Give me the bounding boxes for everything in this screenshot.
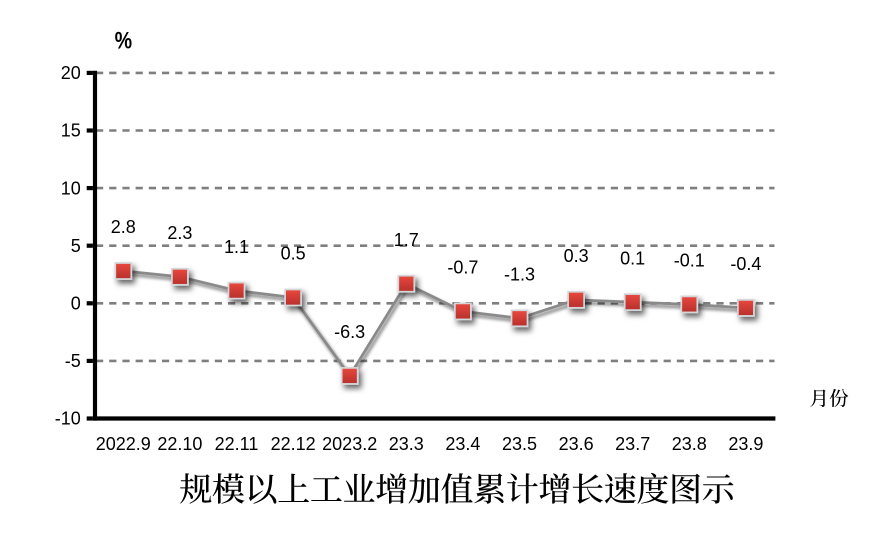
svg-text:%: % (115, 27, 133, 54)
svg-text:1.1: 1.1 (224, 237, 249, 257)
svg-text:23.9: 23.9 (728, 434, 763, 454)
svg-text:10: 10 (61, 178, 81, 198)
svg-text:23.5: 23.5 (502, 434, 537, 454)
svg-text:-0.1: -0.1 (674, 251, 705, 271)
svg-text:2022.9: 2022.9 (96, 434, 151, 454)
svg-text:2.8: 2.8 (111, 217, 136, 237)
svg-text:2023.2: 2023.2 (322, 434, 377, 454)
svg-text:5: 5 (71, 236, 81, 256)
svg-text:0.1: 0.1 (620, 248, 645, 268)
svg-text:-1.3: -1.3 (504, 265, 535, 285)
svg-text:-0.4: -0.4 (730, 254, 761, 274)
svg-text:1.7: 1.7 (394, 230, 419, 250)
svg-text:22.11: 22.11 (215, 434, 259, 454)
svg-text:-5: -5 (65, 351, 81, 371)
svg-text:15: 15 (61, 121, 81, 141)
svg-text:22.10: 22.10 (157, 434, 202, 454)
svg-text:0: 0 (71, 294, 81, 314)
svg-text:22.12: 22.12 (271, 434, 316, 454)
svg-text:-10: -10 (55, 409, 81, 429)
svg-text:23.6: 23.6 (559, 434, 594, 454)
svg-text:23.4: 23.4 (445, 434, 480, 454)
svg-text:23.8: 23.8 (672, 434, 707, 454)
svg-text:0.5: 0.5 (281, 244, 306, 264)
svg-text:-0.7: -0.7 (447, 258, 478, 278)
svg-text:23.3: 23.3 (389, 434, 424, 454)
svg-text:2.3: 2.3 (167, 223, 192, 243)
svg-text:20: 20 (61, 63, 81, 83)
svg-text:0.3: 0.3 (564, 246, 589, 266)
svg-text:23.7: 23.7 (615, 434, 650, 454)
svg-text:-6.3: -6.3 (334, 322, 365, 342)
